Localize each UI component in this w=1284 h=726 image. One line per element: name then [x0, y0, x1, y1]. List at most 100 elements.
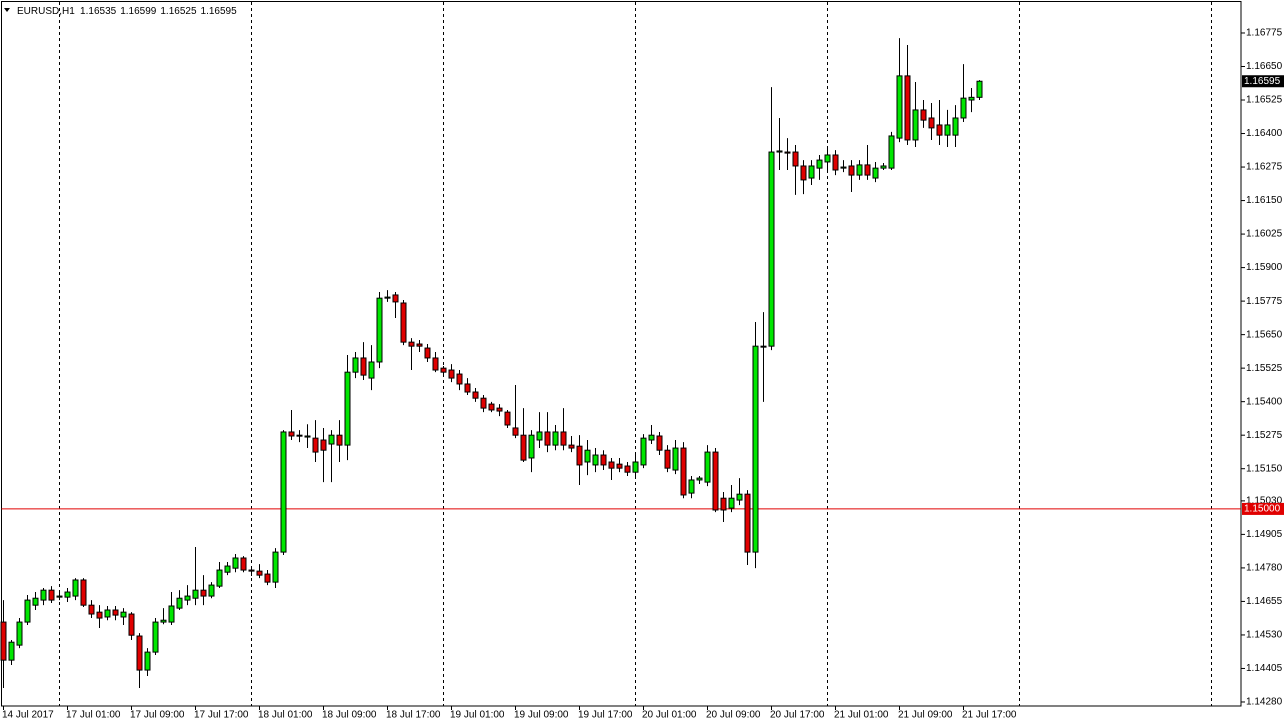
candle-body — [520, 434, 527, 461]
candle-body — [472, 391, 479, 399]
candle-body — [928, 117, 935, 129]
candle-body — [904, 75, 911, 141]
candle-body — [856, 164, 863, 176]
candle-body — [72, 579, 79, 597]
candle-body — [752, 345, 759, 553]
candle-body — [616, 463, 623, 469]
candle-body — [536, 431, 543, 441]
price-label-box — [1242, 75, 1284, 88]
candle-body — [240, 557, 247, 571]
y-tick-label: 1.16400 — [1246, 128, 1283, 139]
y-tick-label: 1.15650 — [1246, 329, 1283, 340]
candle-body — [688, 479, 695, 494]
candle-body — [368, 361, 375, 379]
x-tick-label: 21 Jul 17:00 — [962, 710, 1017, 721]
candle-body — [80, 579, 87, 606]
candle-body — [424, 347, 431, 359]
candle-body — [0, 621, 7, 661]
candle-body — [704, 451, 711, 483]
x-tick-label: 19 Jul 09:00 — [514, 710, 569, 721]
x-tick-label: 18 Jul 09:00 — [322, 710, 377, 721]
candle-body — [408, 341, 415, 347]
candle-body — [968, 96, 975, 101]
candle-body — [48, 589, 55, 601]
candle-body — [608, 461, 615, 469]
candle-body — [816, 159, 823, 169]
candle-body — [504, 411, 511, 426]
candle-body — [632, 461, 639, 473]
candle-body — [464, 383, 471, 393]
y-tick-label: 1.14280 — [1246, 697, 1283, 708]
candle-body — [912, 109, 919, 141]
candle-body — [8, 641, 15, 661]
header-value: 1.16525 — [160, 6, 197, 17]
x-tick-label: 18 Jul 17:00 — [386, 710, 441, 721]
candle-body — [328, 434, 335, 445]
candle-body — [496, 407, 503, 412]
y-tick-label: 1.16775 — [1246, 28, 1283, 39]
candle-body — [744, 493, 751, 553]
candle-body — [232, 557, 239, 569]
x-tick-label: 20 Jul 17:00 — [770, 710, 825, 721]
y-tick-label: 1.14655 — [1246, 596, 1283, 607]
candle-body — [936, 124, 943, 136]
x-tick-label: 20 Jul 09:00 — [706, 710, 761, 721]
candle-body — [808, 165, 815, 179]
candle-body — [976, 80, 983, 98]
candle-body — [216, 569, 223, 587]
y-tick-label: 1.16150 — [1246, 195, 1283, 206]
candle-body — [952, 117, 959, 136]
candle-body — [568, 444, 575, 449]
candle-body — [560, 431, 567, 446]
candle-body — [512, 427, 519, 436]
candle-body — [344, 371, 351, 446]
candle-body — [920, 109, 927, 121]
candle-body — [728, 497, 735, 509]
candle-body — [880, 165, 887, 169]
x-tick-label: 17 Jul 09:00 — [130, 710, 185, 721]
candle-body — [840, 166, 847, 169]
candle-body — [944, 124, 951, 136]
candle-body — [144, 651, 151, 671]
x-tick-label: 20 Jul 01:00 — [642, 710, 697, 721]
candle-body — [64, 591, 71, 598]
candle-body — [152, 621, 159, 653]
candle-body — [528, 434, 535, 459]
candle-body — [168, 605, 175, 623]
candle-body — [680, 447, 687, 496]
candle-body — [384, 296, 391, 299]
candle-body — [896, 75, 903, 139]
candle-body — [288, 431, 295, 437]
candle-body — [96, 611, 103, 619]
y-tick-label: 1.16275 — [1246, 162, 1283, 173]
candle-body — [768, 151, 775, 347]
candle-body — [432, 357, 439, 371]
candle-body — [776, 150, 783, 153]
candle-body — [480, 397, 487, 409]
x-tick-label: 19 Jul 17:00 — [578, 710, 633, 721]
y-tick-label: 1.16025 — [1246, 229, 1283, 240]
x-tick-label: 18 Jul 01:00 — [258, 710, 313, 721]
candle-body — [88, 604, 95, 615]
x-tick-label: 14 Jul 2017 — [2, 710, 54, 721]
plot-frame — [1, 1, 1242, 707]
y-tick-label: 1.14780 — [1246, 563, 1283, 574]
candle-body — [800, 165, 807, 181]
candle-body — [136, 635, 143, 671]
candle-body — [760, 345, 767, 348]
menu-triangle[interactable] — [4, 8, 10, 12]
candle-body — [104, 609, 111, 618]
candle-body — [336, 434, 343, 446]
y-tick-label: 1.15030 — [1246, 496, 1283, 507]
header-value: 1.16599 — [120, 6, 157, 17]
candle-body — [112, 609, 119, 616]
x-tick-label: 17 Jul 01:00 — [66, 710, 121, 721]
candle-body — [320, 439, 327, 451]
candle-body — [584, 449, 591, 463]
header-value: 1.16535 — [80, 6, 117, 17]
candle-body — [720, 497, 727, 511]
candle-body — [672, 447, 679, 471]
